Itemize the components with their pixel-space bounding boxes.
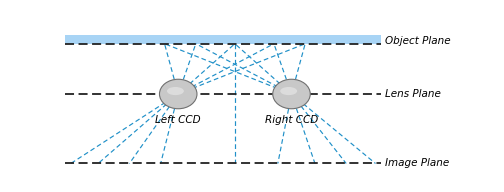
Ellipse shape xyxy=(167,87,184,95)
Text: Image Plane: Image Plane xyxy=(385,158,450,169)
Text: Lens Plane: Lens Plane xyxy=(385,89,441,99)
Ellipse shape xyxy=(273,79,310,109)
Ellipse shape xyxy=(280,87,297,95)
Bar xyxy=(65,35,382,44)
Text: Right CCD: Right CCD xyxy=(265,115,318,125)
Text: Left CCD: Left CCD xyxy=(155,115,201,125)
Text: Object Plane: Object Plane xyxy=(385,36,451,46)
Ellipse shape xyxy=(159,79,197,109)
